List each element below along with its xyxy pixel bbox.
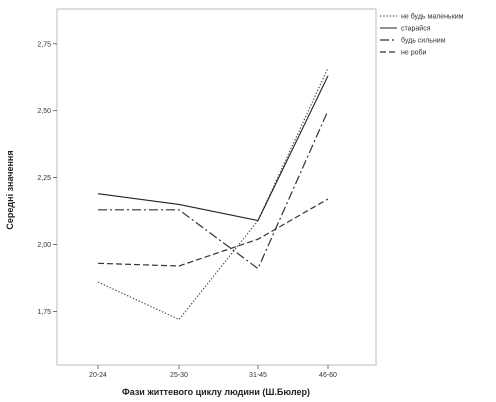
x-tick-label: 46-60 xyxy=(319,372,337,379)
series-line-4 xyxy=(97,198,329,267)
y-tick-label: 1,75 xyxy=(37,309,51,316)
series-line-2 xyxy=(97,75,329,222)
x-axis: 20-24 25-30 31-45 46-60 xyxy=(89,365,337,379)
legend-label: будь сильним xyxy=(401,37,446,45)
legend-label: не будь маленьким xyxy=(401,13,464,21)
plot-frame xyxy=(56,8,377,366)
y-axis-title: Середні значення xyxy=(5,150,15,229)
y-tick-label: 2,75 xyxy=(37,41,51,48)
series-line-1 xyxy=(97,67,329,321)
x-axis-title: Фази життевого циклу людини (Ш.Бюлер) xyxy=(122,387,310,397)
y-axis: 1,75 2,00 2,25 2,50 2,75 xyxy=(37,41,57,316)
y-tick-label: 2,00 xyxy=(37,242,51,249)
x-tick-label: 20-24 xyxy=(89,372,107,379)
series-line-3 xyxy=(98,110,329,270)
x-tick-label: 25-30 xyxy=(170,372,188,379)
legend: не будь маленьким старайся будь сильним не … xyxy=(380,13,464,57)
legend-label: не роби xyxy=(401,49,426,57)
x-tick-label: 31-45 xyxy=(249,372,267,379)
y-tick-label: 2,25 xyxy=(37,175,51,182)
series-layer xyxy=(97,67,329,321)
y-tick-label: 2,50 xyxy=(37,108,51,115)
legend-label: старайся xyxy=(401,25,431,33)
